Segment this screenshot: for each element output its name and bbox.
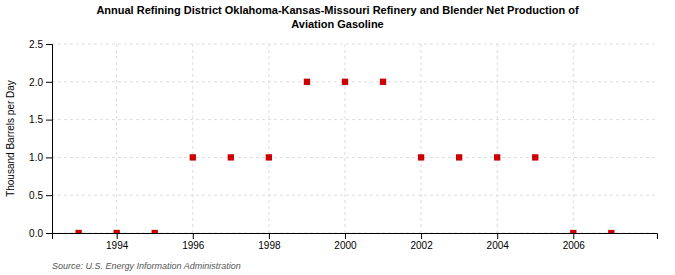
x-axis: 1994 1996 1998 2000 2002 2004 2006 [53, 233, 658, 251]
tick: 1994 [106, 233, 129, 251]
tick-mark [497, 233, 498, 239]
point [266, 154, 272, 160]
grid-line-x [192, 44, 193, 233]
tick: 1.0 [29, 152, 52, 163]
tick-mark [193, 233, 194, 239]
point [114, 230, 120, 233]
tick: 2006 [563, 233, 586, 251]
tick-label: 1998 [258, 240, 281, 251]
tick-label: 2.0 [29, 77, 43, 88]
tick-mark [46, 157, 52, 158]
point [190, 154, 196, 160]
grid-line-y [52, 44, 657, 45]
point [380, 79, 386, 85]
plot: 1994 1996 1998 2000 2002 2004 2006 0.0 0.5 1.0 1.5… [29, 39, 657, 251]
tick-mark [117, 233, 118, 239]
tick: 1996 [182, 233, 205, 251]
tick: 1.5 [29, 114, 52, 125]
point [608, 230, 614, 233]
tick-label: 0.0 [29, 228, 43, 239]
tick-label: 1.0 [29, 152, 43, 163]
tick-label: 1994 [106, 240, 129, 251]
point [570, 230, 576, 233]
point [456, 154, 462, 160]
tick-label: 2006 [563, 240, 586, 251]
tick-mark [46, 233, 52, 234]
point [304, 79, 310, 85]
grid-line-x [344, 44, 345, 233]
title: Annual Refining District Oklahoma-Kansas… [96, 4, 579, 30]
tick-label: 0.5 [29, 190, 43, 201]
tick: 2.5 [29, 39, 52, 50]
axis-line [53, 234, 658, 240]
tick: 1998 [258, 233, 281, 251]
grid [52, 44, 657, 233]
points [75, 79, 614, 233]
tick: 2002 [410, 233, 433, 251]
y-axis: 0.0 0.5 1.0 1.5 2.0 2.5 [29, 39, 52, 239]
grid-line-x [497, 44, 498, 233]
tick-mark [46, 44, 52, 45]
tick: 2004 [487, 233, 510, 251]
grid-line-y [52, 119, 657, 120]
grid-line-y [52, 195, 657, 196]
tick-mark [46, 195, 52, 196]
tick-label: 1996 [182, 240, 205, 251]
grid-line-x [421, 44, 422, 233]
point [152, 230, 158, 233]
source: Source: U.S. Energy Information Administ… [52, 261, 241, 271]
grid-line-x [268, 44, 269, 233]
point [342, 79, 348, 85]
grid-line-x [116, 44, 117, 233]
tick-mark [46, 82, 52, 83]
tick-label: 2.5 [29, 39, 43, 50]
tick-mark [46, 120, 52, 121]
tick-mark [573, 233, 574, 239]
point [494, 154, 500, 160]
tick-label: 1.5 [29, 114, 43, 125]
tick: 2000 [334, 233, 357, 251]
tick-mark [421, 233, 422, 239]
point [532, 154, 538, 160]
point [418, 154, 424, 160]
grid-line-y [52, 81, 657, 82]
point [228, 154, 234, 160]
tick-mark [345, 233, 346, 239]
point [75, 230, 81, 233]
tick-label: 2004 [487, 240, 510, 251]
tick-label: 2000 [334, 240, 357, 251]
y-axis-title: Thousand Barrels per Day [5, 80, 16, 197]
grid-line-x [573, 44, 574, 233]
grid-line-y [52, 157, 657, 158]
tick: 0.5 [29, 190, 52, 201]
axis-line [46, 45, 53, 234]
tick: 2.0 [29, 77, 52, 88]
tick-label: 2002 [410, 240, 433, 251]
tick: 0.0 [29, 228, 52, 239]
title-line: Annual Refining District Oklahoma-Kansas… [96, 4, 579, 16]
chart: 1994 1996 1998 2000 2002 2004 2006 0.0 0.5 1.0 1.5… [0, 0, 675, 275]
title-line: Aviation Gasoline [291, 18, 384, 30]
tick-mark [269, 233, 270, 239]
